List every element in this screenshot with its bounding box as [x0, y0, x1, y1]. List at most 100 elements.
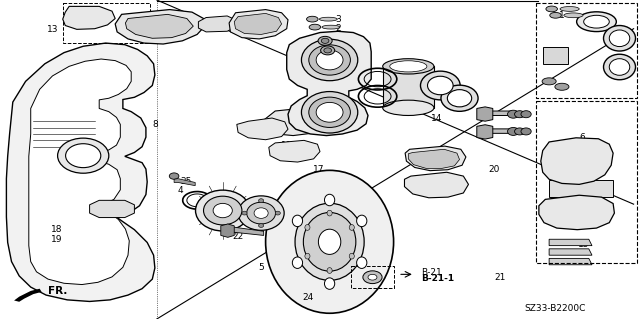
Ellipse shape — [508, 127, 519, 136]
Text: 14: 14 — [431, 114, 442, 122]
Polygon shape — [63, 6, 115, 29]
Text: 10: 10 — [268, 115, 280, 124]
Polygon shape — [541, 138, 613, 184]
Polygon shape — [198, 16, 236, 32]
Text: 16: 16 — [321, 58, 332, 67]
Ellipse shape — [609, 30, 630, 47]
Text: 13: 13 — [47, 25, 58, 34]
Ellipse shape — [324, 48, 332, 53]
Bar — [536, 101, 637, 263]
Text: 19: 19 — [51, 235, 62, 244]
Ellipse shape — [324, 194, 335, 206]
Polygon shape — [269, 140, 320, 162]
Polygon shape — [174, 179, 195, 186]
Ellipse shape — [515, 128, 525, 135]
Ellipse shape — [363, 271, 382, 284]
Ellipse shape — [564, 13, 583, 18]
Polygon shape — [125, 14, 193, 38]
Ellipse shape — [305, 225, 310, 230]
Text: 11: 11 — [281, 141, 292, 150]
Ellipse shape — [349, 253, 355, 259]
Polygon shape — [234, 13, 282, 34]
Ellipse shape — [577, 12, 616, 32]
Ellipse shape — [383, 100, 434, 115]
Polygon shape — [539, 195, 614, 230]
Ellipse shape — [521, 111, 531, 118]
Ellipse shape — [349, 225, 355, 230]
Polygon shape — [549, 180, 613, 197]
Text: 1: 1 — [559, 11, 564, 20]
Ellipse shape — [542, 78, 556, 85]
Ellipse shape — [428, 76, 453, 95]
Ellipse shape — [515, 111, 525, 118]
Text: 12: 12 — [335, 81, 346, 90]
Polygon shape — [224, 227, 264, 235]
Polygon shape — [229, 10, 288, 39]
Polygon shape — [29, 59, 131, 285]
Ellipse shape — [550, 12, 561, 18]
Polygon shape — [477, 125, 493, 139]
Text: B-21-1: B-21-1 — [421, 274, 454, 283]
Text: 21: 21 — [495, 273, 506, 282]
Ellipse shape — [356, 257, 367, 269]
Ellipse shape — [308, 97, 351, 128]
Polygon shape — [408, 149, 460, 168]
Text: 24: 24 — [303, 293, 314, 302]
Text: 9: 9 — [393, 90, 398, 99]
Polygon shape — [264, 108, 325, 136]
Ellipse shape — [546, 6, 557, 12]
Polygon shape — [6, 43, 155, 301]
Text: 23: 23 — [220, 220, 231, 229]
Ellipse shape — [319, 17, 337, 21]
Polygon shape — [543, 47, 568, 64]
Text: FR.: FR. — [48, 286, 67, 296]
Ellipse shape — [169, 173, 179, 179]
Text: 5: 5 — [259, 263, 264, 272]
Text: 15: 15 — [578, 240, 589, 249]
Ellipse shape — [327, 210, 332, 216]
Bar — [536, 3, 637, 98]
Polygon shape — [549, 239, 592, 246]
Ellipse shape — [266, 170, 394, 313]
Ellipse shape — [259, 199, 264, 203]
Text: 6: 6 — [580, 133, 585, 142]
Ellipse shape — [242, 211, 247, 215]
Ellipse shape — [609, 59, 630, 75]
Polygon shape — [405, 146, 466, 171]
Ellipse shape — [292, 215, 303, 226]
Ellipse shape — [560, 7, 579, 11]
Ellipse shape — [604, 26, 636, 51]
Polygon shape — [14, 289, 42, 302]
Ellipse shape — [196, 190, 250, 231]
Ellipse shape — [318, 36, 332, 45]
Text: SZ33-B2200C: SZ33-B2200C — [525, 304, 586, 313]
Polygon shape — [549, 258, 592, 265]
Polygon shape — [287, 31, 371, 136]
Ellipse shape — [295, 203, 364, 280]
Ellipse shape — [303, 212, 356, 271]
Text: 25: 25 — [180, 177, 191, 186]
Ellipse shape — [204, 196, 242, 225]
Ellipse shape — [307, 16, 318, 22]
Ellipse shape — [305, 253, 310, 259]
Ellipse shape — [259, 224, 264, 227]
Ellipse shape — [238, 196, 284, 230]
Polygon shape — [479, 111, 512, 115]
Ellipse shape — [324, 278, 335, 289]
Polygon shape — [383, 66, 434, 108]
Ellipse shape — [321, 38, 329, 43]
Ellipse shape — [247, 202, 275, 224]
Ellipse shape — [447, 90, 472, 107]
Ellipse shape — [301, 92, 358, 133]
Polygon shape — [237, 118, 288, 140]
Ellipse shape — [254, 208, 268, 219]
Text: 3: 3 — [335, 15, 340, 24]
Ellipse shape — [383, 59, 434, 74]
Ellipse shape — [292, 257, 303, 269]
Polygon shape — [477, 107, 493, 121]
Ellipse shape — [319, 229, 341, 255]
Ellipse shape — [420, 71, 460, 100]
Ellipse shape — [58, 138, 109, 173]
Polygon shape — [479, 129, 517, 133]
Text: 18: 18 — [51, 225, 62, 234]
